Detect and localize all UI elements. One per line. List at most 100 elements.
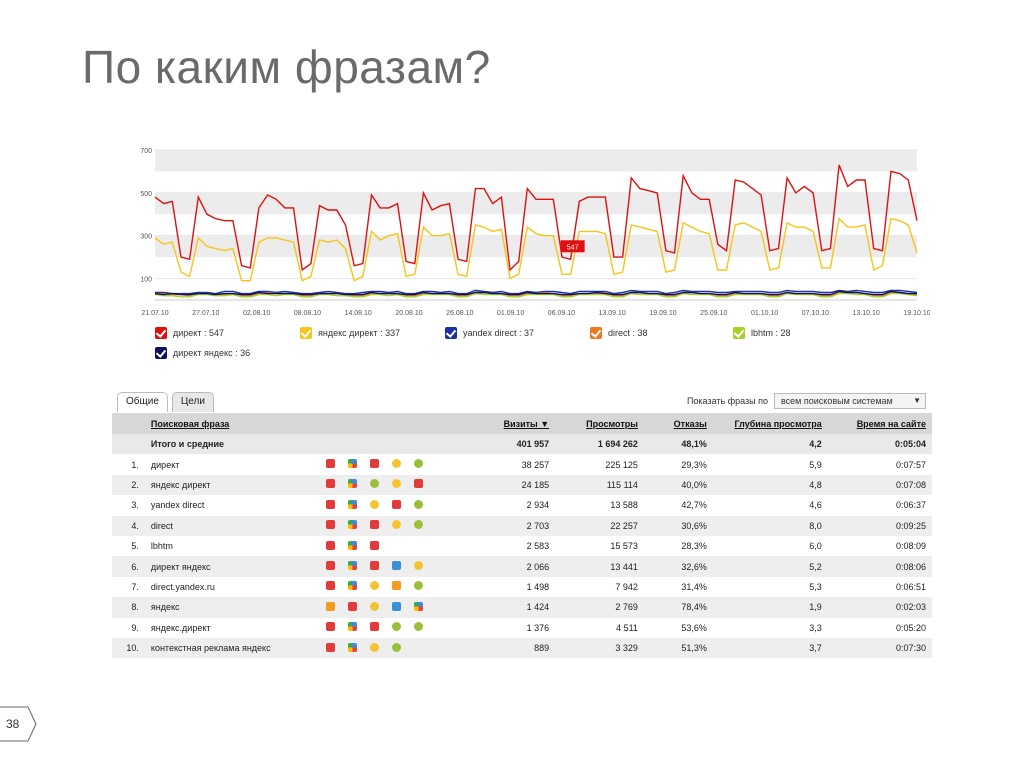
rambler-icon[interactable] <box>370 479 380 489</box>
yandex-icon[interactable] <box>370 459 380 469</box>
yandex-icon[interactable] <box>370 561 380 571</box>
legend-checkbox[interactable] <box>155 327 167 339</box>
rambler-icon[interactable] <box>414 459 424 469</box>
yandex-icon[interactable] <box>326 622 336 632</box>
row-phrase[interactable]: lbhtm <box>150 541 173 552</box>
yandex-icon[interactable] <box>326 459 336 469</box>
table-row[interactable]: 7. direct.yandex.ru 1 498 7 942 31,4% 5,3 0:06… <box>112 577 932 597</box>
x-tick-label: 06.09.10 <box>548 310 575 317</box>
web-icon[interactable] <box>392 601 402 611</box>
legend-checkbox[interactable] <box>155 347 167 359</box>
table-row[interactable]: 8. яндекс 1 424 2 769 78,4% 1,9 0:02:03 <box>112 597 932 618</box>
row-phrase[interactable]: директ <box>150 459 180 470</box>
yandex-icon[interactable] <box>326 642 336 652</box>
table-row[interactable]: 3. yandex direct 2 934 13 588 42,7% 4,6 0:06:3… <box>112 495 932 515</box>
rambler-icon[interactable] <box>414 581 424 591</box>
callout-box <box>560 240 585 253</box>
table-row[interactable]: 5. lbhtm 2 583 15 573 28,3% 6,0 0:08:09 <box>112 536 932 556</box>
google-icon[interactable] <box>348 540 358 550</box>
search-engine-icon[interactable] <box>370 642 380 652</box>
yandex-icon[interactable] <box>326 499 336 509</box>
col-depth[interactable]: Глубина просмотра <box>712 413 828 434</box>
table-row[interactable]: 4. direct 2 703 22 257 30,6% 8,0 0:09:25 <box>112 515 932 536</box>
mail-icon[interactable] <box>326 601 336 611</box>
table-row[interactable]: 6. директ яндекс 2 066 13 441 32,6% 5,2 0:08:0… <box>112 556 932 577</box>
google-icon[interactable] <box>348 479 358 489</box>
phrases-table: Поисковая фраза Визиты ▼ Просмотры Отказ… <box>112 413 932 659</box>
x-tick-label: 20.08.10 <box>395 310 422 317</box>
search-engine-select[interactable]: всем поисковым системам ▼ <box>774 393 926 409</box>
row-phrase[interactable]: контекстная реклама яндекс <box>144 637 321 659</box>
row-phrase[interactable]: яндекс.директ <box>150 622 211 633</box>
rambler-icon[interactable] <box>392 642 402 652</box>
yandex-icon[interactable] <box>326 581 336 591</box>
google-icon[interactable] <box>414 601 424 611</box>
legend-item[interactable]: яндекс директ : 337 <box>300 326 400 340</box>
legend-label: директ : 547 <box>173 328 224 338</box>
tab-general[interactable]: Общие <box>117 392 168 412</box>
table-row[interactable]: 2. яндекс директ 24 185 115 114 40,0% 4,8 0:07… <box>112 474 932 496</box>
search-engine-icon[interactable] <box>370 601 380 611</box>
web-icon[interactable] <box>392 561 402 571</box>
row-bounces: 32,6% <box>643 556 713 577</box>
tab-goals[interactable]: Цели <box>171 392 214 412</box>
col-phrase[interactable]: Поисковая фраза <box>144 413 321 434</box>
legend-checkbox[interactable] <box>590 327 602 339</box>
yandex-icon[interactable] <box>414 479 424 489</box>
legend-checkbox[interactable] <box>445 327 457 339</box>
row-phrase[interactable]: direct.yandex.ru <box>150 581 215 592</box>
yandex-icon[interactable] <box>326 540 336 550</box>
rambler-icon[interactable] <box>392 622 402 632</box>
row-phrase[interactable]: директ яндекс <box>144 556 321 577</box>
yandex-icon[interactable] <box>326 561 336 571</box>
search-engine-icon[interactable] <box>392 479 402 489</box>
legend-item[interactable]: директ яндекс : 36 <box>155 346 250 360</box>
google-icon[interactable] <box>348 622 358 632</box>
search-engine-icon[interactable] <box>392 520 402 530</box>
x-tick-label: 19.09.10 <box>649 310 676 317</box>
legend-item[interactable]: yandex direct : 37 <box>445 326 534 340</box>
legend-checkbox[interactable] <box>733 327 745 339</box>
col-bounces[interactable]: Отказы <box>643 413 713 434</box>
search-engine-icon[interactable] <box>370 499 380 509</box>
row-phrase[interactable]: яндекс директ <box>144 474 321 496</box>
series-line <box>154 164 918 272</box>
yandex-icon[interactable] <box>326 479 336 489</box>
google-icon[interactable] <box>348 459 358 469</box>
google-icon[interactable] <box>348 581 358 591</box>
yandex-icon[interactable] <box>326 520 336 530</box>
total-bounces: 48,1% <box>643 434 713 455</box>
legend-checkbox[interactable] <box>300 327 312 339</box>
yandex-icon[interactable] <box>370 520 380 530</box>
col-views[interactable]: Просмотры <box>555 413 644 434</box>
legend-item[interactable]: lbhtm : 28 <box>733 326 791 340</box>
google-icon[interactable] <box>348 642 358 652</box>
col-visits[interactable]: Визиты ▼ <box>477 413 556 434</box>
table-row[interactable]: 1. директ 38 257 225 125 29,3% 5,9 0:07:57 <box>112 454 932 474</box>
google-icon[interactable] <box>348 561 358 571</box>
mail-icon[interactable] <box>392 581 402 591</box>
x-tick-label: 01.09.10 <box>497 310 524 317</box>
rambler-icon[interactable] <box>414 499 424 509</box>
rambler-icon[interactable] <box>414 622 424 632</box>
row-phrase[interactable]: яндекс <box>144 597 321 618</box>
yandex-icon[interactable] <box>392 499 402 509</box>
legend-item[interactable]: директ : 547 <box>155 326 224 340</box>
row-phrase[interactable]: yandex direct <box>150 500 205 511</box>
legend-item[interactable]: direct : 38 <box>590 326 648 340</box>
row-views: 7 942 <box>615 581 638 592</box>
row-phrase[interactable]: direct <box>144 515 321 536</box>
search-engine-icon[interactable] <box>392 459 402 469</box>
table-row[interactable]: 9. яндекс.директ 1 376 4 511 53,6% 3,3 0:05:20 <box>112 618 932 638</box>
yandex-icon[interactable] <box>348 601 358 611</box>
yandex-icon[interactable] <box>370 540 380 550</box>
row-views: 22 257 <box>555 515 644 536</box>
yandex-icon[interactable] <box>370 622 380 632</box>
search-engine-icon[interactable] <box>414 561 424 571</box>
google-icon[interactable] <box>348 520 358 530</box>
table-row[interactable]: 10. контекстная реклама яндекс 889 3 329 51,… <box>112 637 932 659</box>
google-icon[interactable] <box>348 499 358 509</box>
col-time[interactable]: Время на сайте <box>827 413 932 434</box>
search-engine-icon[interactable] <box>370 581 380 591</box>
rambler-icon[interactable] <box>414 520 424 530</box>
